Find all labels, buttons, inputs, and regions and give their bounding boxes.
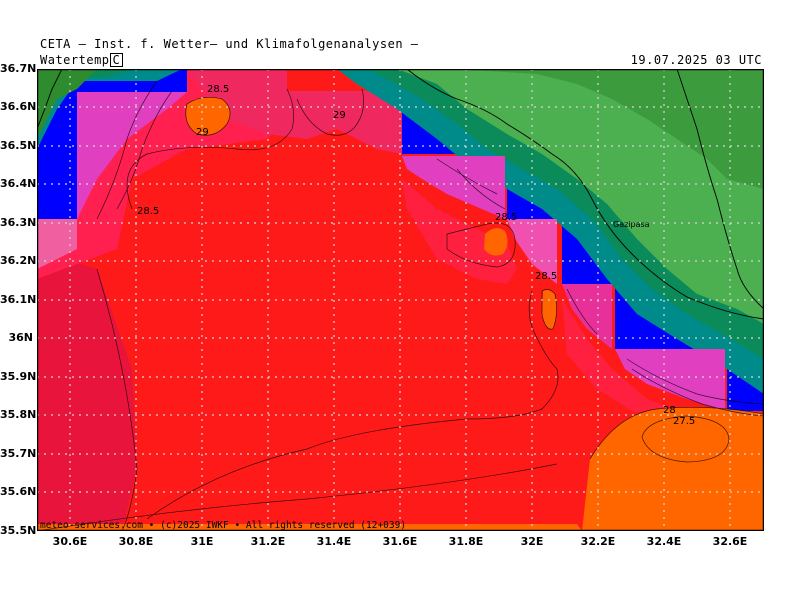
warm-patch (542, 289, 557, 330)
parameter-name: Watertemp (40, 53, 110, 67)
warm-patch-south (37, 524, 582, 531)
lat-label: 36.7N (0, 62, 37, 75)
lat-label: 35.6N (0, 485, 37, 498)
lat-label: 36.6N (0, 100, 37, 113)
lat-label: 36.2N (0, 254, 37, 267)
contour-label: 28.5 (535, 271, 557, 282)
copyright-footer: meteo-services.com • (c)2025 IWKF • All … (40, 520, 406, 531)
lon-label: 31.8E (448, 535, 484, 548)
magenta-band-west-2 (37, 219, 77, 269)
parameter-label: Watertemp C (40, 53, 124, 67)
missing-data-patch (37, 69, 187, 219)
contour-label: 27.5 (673, 416, 695, 427)
lat-label: 36.5N (0, 139, 37, 152)
contour-label: 28.5 (495, 212, 517, 223)
place-label-gazipasa: Gazipasa (613, 220, 650, 229)
lat-label: 35.9N (0, 370, 37, 383)
warm-patch (582, 407, 764, 531)
lon-label: 32.6E (712, 535, 748, 548)
lat-label: 35.5N (0, 524, 37, 537)
datetime-label: 19.07.2025 03 UTC (630, 53, 762, 67)
gradient-zone-west (37, 69, 297, 279)
lat-label: 35.7N (0, 447, 37, 460)
temperature-map: 28.5 29 28.5 29 28.5 28.5 28 27.5 Gazipa… (37, 69, 764, 531)
map-title: CETA — Inst. f. Wetter— und Klimafolgena… (40, 37, 419, 51)
lat-label: 36.4N (0, 177, 37, 190)
coastline (37, 69, 764, 320)
contour-label: 28 (663, 405, 676, 416)
lat-label: 35.8N (0, 408, 37, 421)
lat-label: 36N (8, 331, 33, 344)
lon-label: 30.8E (118, 535, 154, 548)
lon-label: 31.6E (382, 535, 418, 548)
cool-water-west (37, 249, 137, 531)
contour-label: 28.5 (207, 84, 229, 95)
contour-label: 29 (196, 127, 209, 138)
magenta-band (615, 349, 725, 411)
warm-patch (484, 228, 508, 256)
lon-label: 31.4E (316, 535, 352, 548)
map-frame (37, 69, 764, 531)
lat-label: 36.3N (0, 216, 37, 229)
warm-patch (185, 97, 231, 136)
cool-patch-southeast (37, 409, 764, 531)
lat-label: 36.1N (0, 293, 37, 306)
contour-label: 28.5 (137, 206, 159, 217)
magenta-band-west (77, 92, 187, 219)
contour-label: 29 (333, 110, 346, 121)
lon-label: 32E (520, 535, 544, 548)
magenta-band (562, 284, 612, 349)
gradient-red (402, 179, 517, 284)
land-area-west (37, 69, 97, 139)
unit-box: C (109, 53, 124, 67)
contour-lines (37, 80, 764, 531)
lon-label: 31.2E (250, 535, 286, 548)
lon-label: 30.6E (52, 535, 88, 548)
lon-label: 31E (190, 535, 214, 548)
lon-label: 32.2E (580, 535, 616, 548)
lon-label: 32.4E (646, 535, 682, 548)
lat-lon-grid (37, 69, 764, 531)
magenta-band (402, 156, 505, 219)
